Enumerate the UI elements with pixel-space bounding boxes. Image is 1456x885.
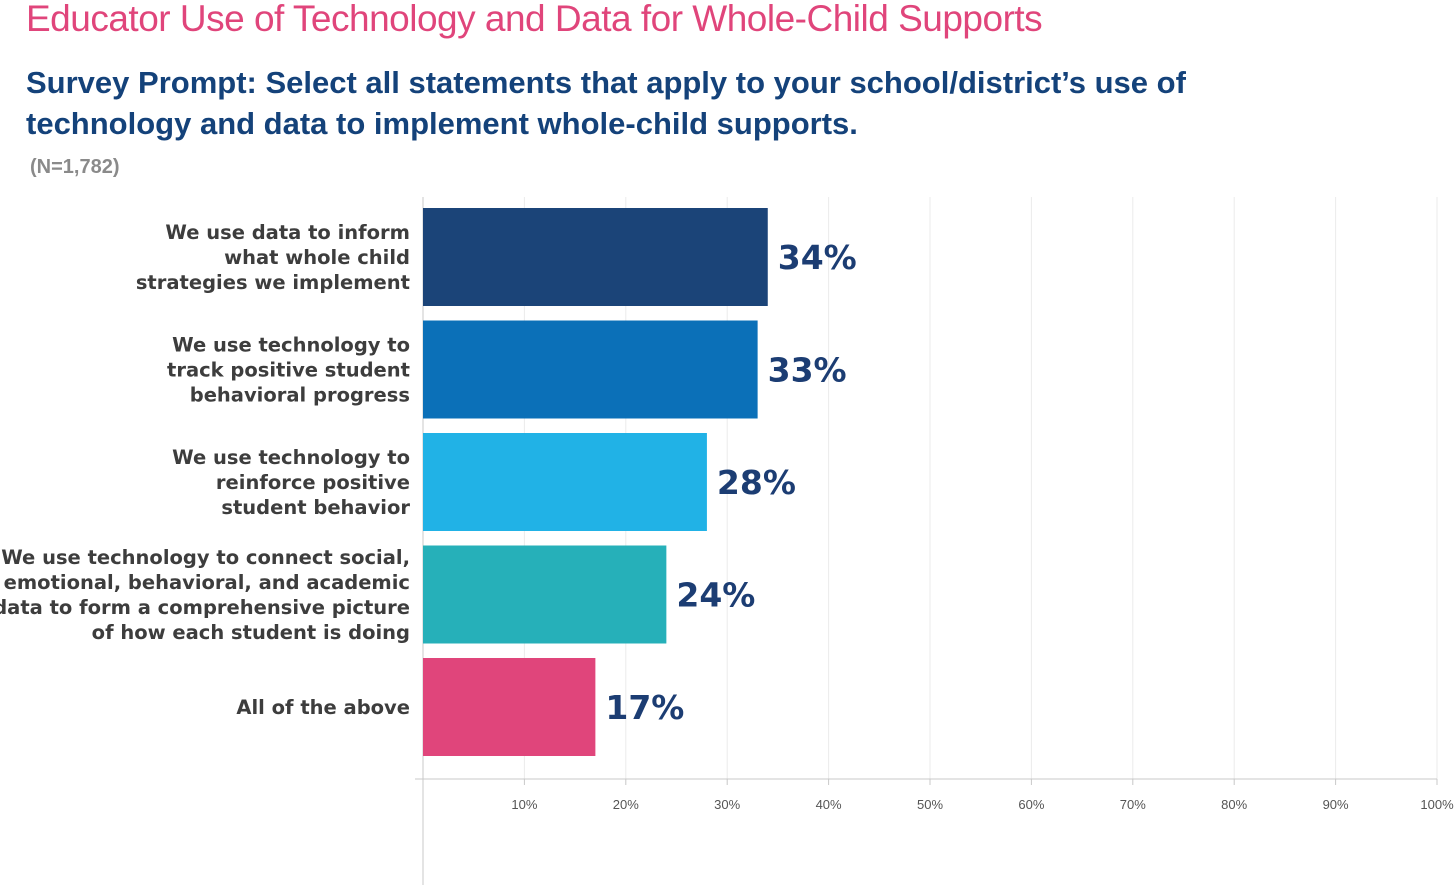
chart-title: Educator Use of Technology and Data for … xyxy=(26,0,1043,39)
bar xyxy=(423,208,768,306)
category-label: We use technology to connect social, emot… xyxy=(0,546,410,644)
category-label: We use technology to track positive stude… xyxy=(167,334,410,407)
bar xyxy=(423,545,667,644)
bar xyxy=(423,658,596,756)
chart-subtitle: Survey Prompt: Select all statements tha… xyxy=(26,65,1186,141)
x-tick-label: 20% xyxy=(613,797,639,812)
category-label: All of the above xyxy=(236,696,410,719)
value-label: 28% xyxy=(717,463,796,502)
x-tick-label: 40% xyxy=(816,797,842,812)
value-label: 34% xyxy=(778,238,857,277)
value-label: 33% xyxy=(768,351,847,390)
bar xyxy=(423,320,758,419)
x-tick-label: 60% xyxy=(1018,797,1044,812)
value-label: 24% xyxy=(676,576,755,615)
x-tick-label: 90% xyxy=(1323,797,1349,812)
x-tick-label: 80% xyxy=(1221,797,1247,812)
sample-size: (N=1,782) xyxy=(30,156,120,178)
x-tick-label: 10% xyxy=(511,797,537,812)
category-label: We use technology to reinforce positive st… xyxy=(172,446,410,519)
x-tick-label: 100% xyxy=(1420,797,1454,812)
x-tick-label: 70% xyxy=(1120,797,1146,812)
x-tick-label: 50% xyxy=(917,797,943,812)
value-label: 17% xyxy=(605,688,684,727)
bar xyxy=(423,433,707,531)
category-label: We use data to inform what whole child str… xyxy=(136,221,410,294)
x-tick-label: 30% xyxy=(714,797,740,812)
